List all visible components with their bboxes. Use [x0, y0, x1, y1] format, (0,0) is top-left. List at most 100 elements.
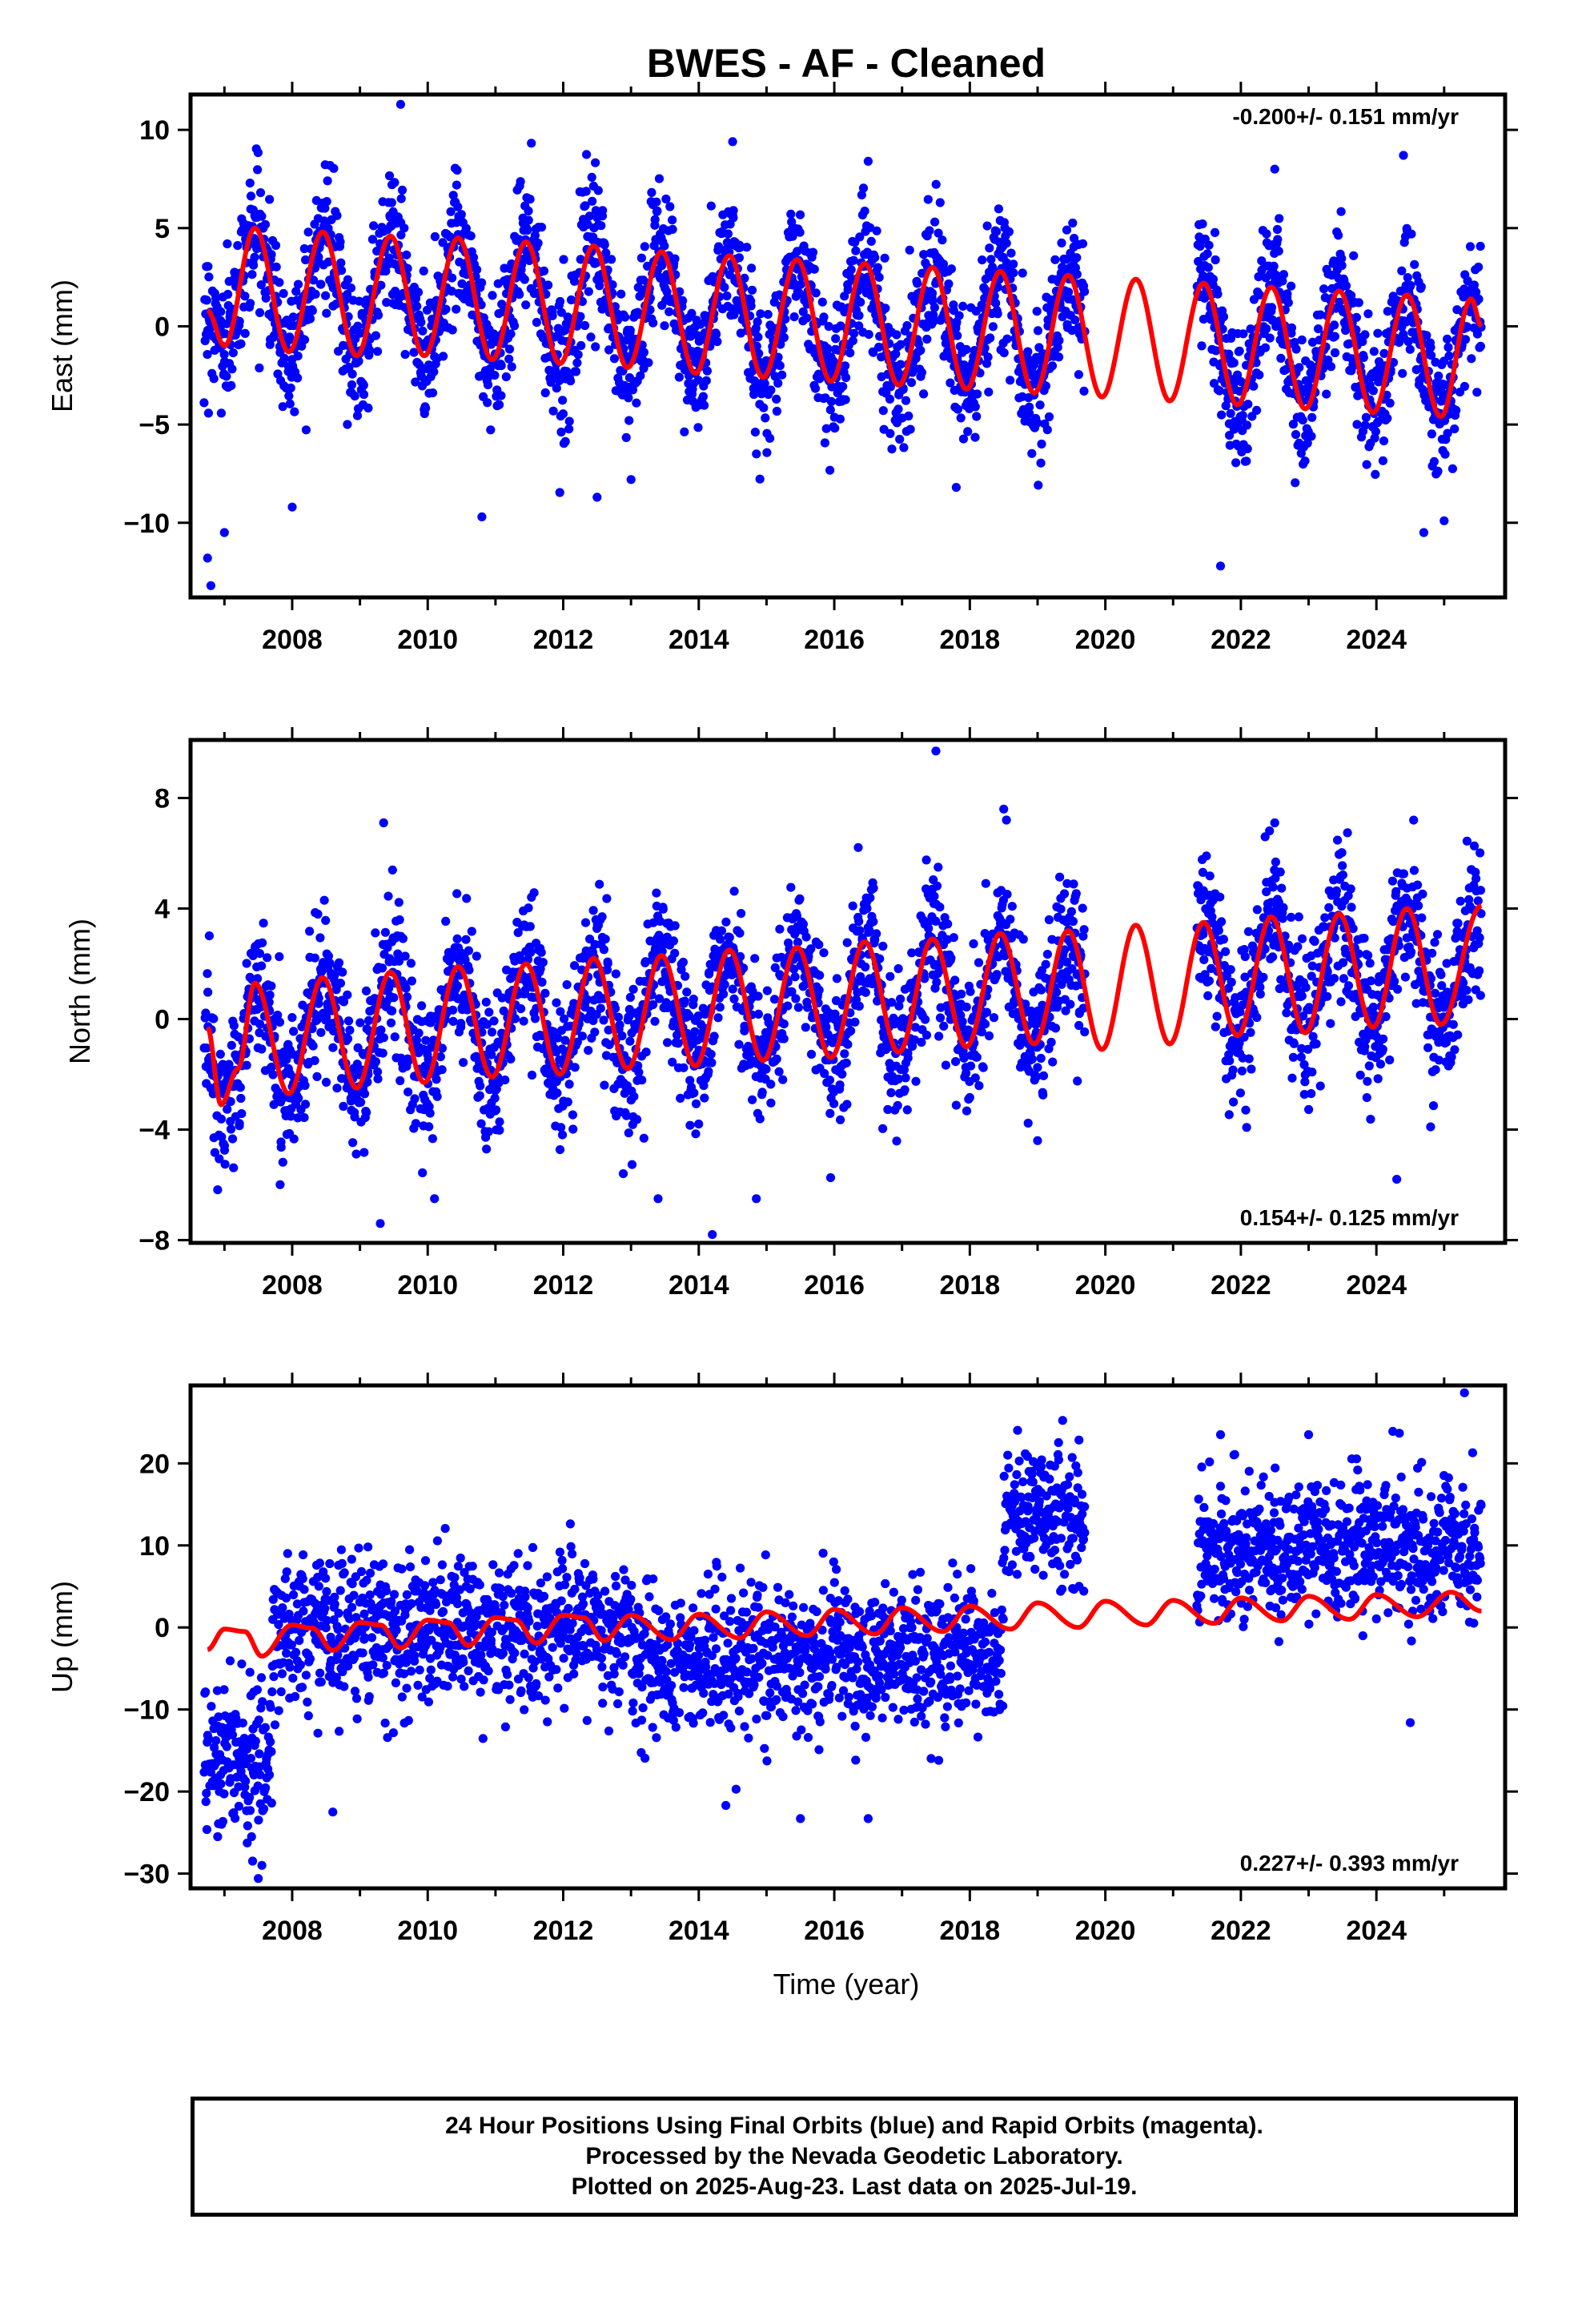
observation-point	[806, 944, 816, 954]
observation-point	[448, 273, 457, 283]
observation-point	[1260, 343, 1271, 352]
observation-point	[359, 1089, 370, 1099]
observation-point	[762, 986, 773, 995]
observation-point	[657, 261, 667, 271]
observation-point	[477, 512, 487, 522]
observation-point	[1337, 260, 1347, 271]
observation-point	[536, 947, 546, 957]
observation-point	[459, 1058, 468, 1068]
observation-point	[1450, 424, 1460, 434]
observation-point	[722, 291, 732, 301]
observation-point	[1472, 287, 1481, 297]
observation-point	[1035, 400, 1045, 410]
observation-point	[693, 376, 704, 385]
observation-point	[934, 228, 943, 238]
observation-point	[755, 1114, 765, 1124]
observation-point	[202, 296, 211, 305]
observation-point	[555, 488, 564, 497]
observation-point	[255, 308, 265, 317]
observation-point	[907, 948, 917, 958]
observation-point	[616, 289, 626, 299]
observation-point	[1427, 429, 1436, 439]
observation-point	[842, 1100, 852, 1109]
observation-point	[587, 172, 596, 182]
observation-point	[293, 373, 303, 383]
observation-point	[1221, 401, 1231, 411]
observation-point	[935, 903, 945, 912]
observation-point	[526, 947, 536, 957]
observation-point	[393, 949, 403, 959]
observation-point	[310, 1055, 319, 1065]
observation-point	[1429, 456, 1439, 467]
figure-title: BWES - AF - Cleaned	[647, 41, 1046, 86]
observation-point	[1358, 337, 1367, 347]
observation-point	[203, 553, 212, 563]
observation-point	[588, 906, 598, 915]
observation-point	[472, 951, 481, 961]
observation-point	[468, 252, 479, 263]
observation-point	[602, 894, 612, 903]
observation-point	[267, 250, 276, 259]
observation-point	[863, 156, 873, 166]
observation-point	[1235, 1088, 1245, 1098]
observation-point	[917, 268, 927, 278]
observation-point	[425, 1108, 435, 1118]
x-tick-label: 2024	[1346, 625, 1407, 655]
observation-point	[932, 977, 942, 987]
observation-point	[831, 995, 841, 1006]
observation-point	[203, 969, 212, 979]
observation-point	[944, 279, 954, 289]
observation-point	[273, 1011, 283, 1020]
observation-point	[1227, 977, 1236, 987]
observation-point	[1353, 391, 1363, 400]
observation-point	[424, 1102, 434, 1112]
observation-point	[219, 1145, 230, 1155]
observation-point	[962, 1068, 971, 1078]
observation-point	[401, 983, 411, 993]
observation-point	[601, 1051, 612, 1060]
observation-point	[219, 350, 229, 360]
observation-point	[350, 1112, 359, 1122]
observation-point	[786, 209, 796, 219]
observation-point	[539, 266, 549, 275]
observation-point	[210, 1148, 219, 1157]
observation-point	[917, 368, 926, 377]
observation-point	[887, 998, 897, 1007]
observation-point	[994, 204, 1003, 214]
observation-point	[1002, 239, 1011, 248]
observation-point	[312, 1072, 322, 1081]
observation-point	[713, 1013, 723, 1023]
observation-point	[383, 891, 393, 901]
observation-point	[788, 231, 797, 241]
observation-point	[772, 394, 781, 404]
observation-point	[1443, 334, 1452, 344]
observation-point	[1033, 1063, 1042, 1072]
observation-point	[495, 400, 504, 409]
observation-point	[276, 1143, 286, 1152]
observation-point	[854, 321, 864, 331]
observation-point	[260, 219, 270, 229]
observation-point	[783, 1001, 793, 1011]
observation-point	[332, 211, 342, 220]
observation-point	[497, 993, 507, 1003]
observation-point	[1062, 879, 1072, 888]
observation-point	[977, 1027, 986, 1037]
observation-point	[387, 198, 396, 207]
observation-point	[600, 240, 609, 250]
observation-point	[411, 377, 420, 387]
observation-point	[629, 1092, 639, 1101]
observation-point	[335, 237, 345, 247]
observation-point	[1443, 428, 1452, 438]
observation-point	[720, 979, 729, 989]
observation-point	[346, 283, 355, 293]
observation-point	[1217, 410, 1227, 420]
observation-point	[546, 1072, 556, 1081]
observation-point	[484, 1007, 494, 1017]
observation-point	[1242, 456, 1251, 466]
observation-point	[1379, 436, 1389, 446]
observation-point	[814, 940, 824, 950]
observation-point	[1235, 346, 1244, 356]
observation-point	[735, 928, 745, 938]
observation-point	[1009, 268, 1018, 278]
observation-point	[564, 1080, 574, 1089]
